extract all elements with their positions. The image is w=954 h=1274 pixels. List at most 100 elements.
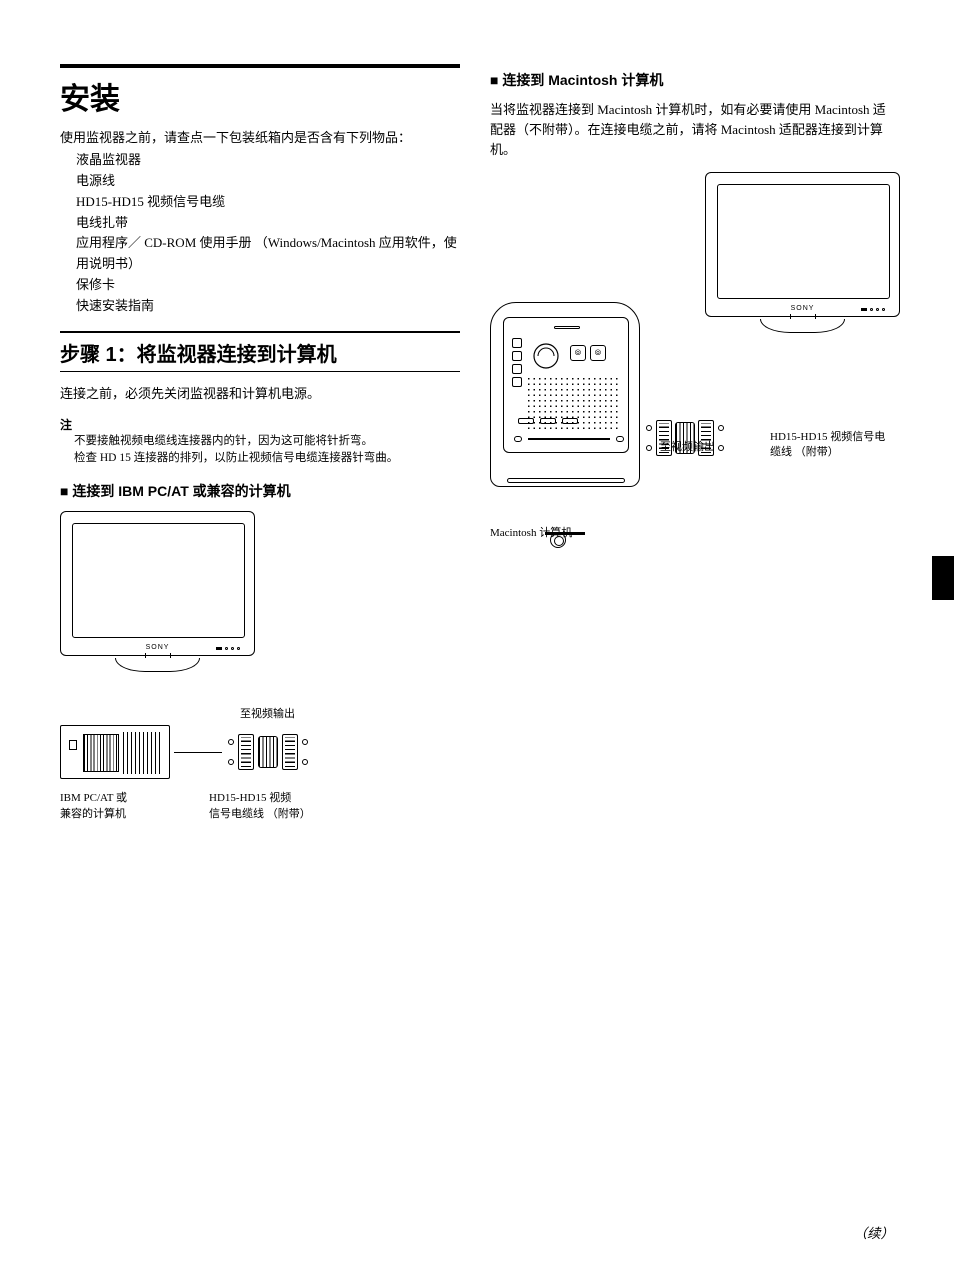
pc-label-line: IBM PC/AT 或 (60, 791, 127, 806)
pc-cable-row: 至视频输出 (60, 725, 460, 779)
monitor-illustration-right: SONY (705, 172, 900, 332)
mac-panel: ⦾ ⦾ (503, 317, 629, 453)
port-icon (512, 338, 522, 348)
cable-body-icon (258, 736, 278, 768)
screw-column (228, 739, 234, 765)
list-item: 液晶监视器 (76, 150, 460, 171)
macintosh-illustration: ⦾ ⦾ (490, 302, 640, 534)
hd15-connector-icon (238, 734, 254, 770)
list-item: 电线扎带 (76, 213, 460, 234)
step-paragraph: 连接之前，必须先关闭监视器和计算机电源。 (60, 384, 460, 404)
section-title: 安装 (60, 74, 460, 118)
apple-logo-icon (530, 340, 562, 372)
connector-right (282, 734, 310, 770)
screw-column (646, 425, 652, 451)
page-footer-continued: （续） (854, 1222, 895, 1242)
mac-cable-label-line: HD15-HD15 视频信号电 (770, 430, 885, 445)
port-icon (540, 418, 556, 424)
side-port-stack (512, 338, 522, 387)
port-row: ⦾ ⦾ (570, 344, 620, 362)
ctrl-dot-icon (882, 308, 885, 311)
ibm-legend: IBM PC/AT 或 兼容的计算机 HD15-HD15 视频 信号电缆线 （附… (60, 791, 460, 822)
cable-line (174, 752, 222, 753)
hd15-connector-icon (282, 734, 298, 770)
pc-label-line: 兼容的计算机 (60, 807, 127, 822)
output-label: 至视频输出 (240, 705, 295, 721)
ctrl-dot-icon (237, 647, 240, 650)
step-heading-wrap: 步骤 1：将监视器连接到计算机 (60, 331, 460, 372)
bottom-ports (518, 418, 578, 424)
ibm-figure: SONY 至视频输出 (60, 511, 460, 822)
port-icon (562, 418, 578, 424)
cable-label-line: 信号电缆线 （附带） (209, 807, 311, 822)
step-heading: 步骤 1：将监视器连接到计算机 (60, 338, 460, 367)
title-bar: 安装 (60, 64, 460, 118)
list-item: 电源线 (76, 171, 460, 192)
page-content: 安装 使用监视器之前，请查点一下包装纸箱内是否含有下列物品： 液晶监视器 电源线… (0, 0, 954, 872)
pc-back-illustration (60, 725, 170, 779)
vga-port-icon (69, 740, 77, 750)
vent-icon (83, 734, 119, 772)
power-led-icon (861, 308, 867, 311)
screw-column (302, 739, 308, 765)
panel-bottom-row (514, 436, 624, 442)
note-line: 检查 HD 15 连接器的排列，以防止视频信号电缆连接器针弯曲。 (74, 450, 460, 467)
cable-label-line: HD15-HD15 视频 (209, 791, 311, 806)
port-icon: ⦾ (570, 345, 586, 361)
ctrl-dot-icon (870, 308, 873, 311)
monitor-stand (115, 658, 200, 672)
mac-body: ⦾ ⦾ (490, 302, 640, 487)
mac-base (507, 478, 625, 483)
monitor-body: SONY (60, 511, 255, 656)
screw-icon (302, 739, 308, 745)
slot-icon (528, 438, 610, 440)
connector-pins (285, 737, 295, 767)
port-icon (512, 364, 522, 374)
cable-label: HD15-HD15 视频 信号电缆线 （附带） (209, 791, 311, 822)
monitor-controls (861, 308, 885, 311)
ibm-subheading: ■ 连接到 IBM PC/AT 或兼容的计算机 (60, 481, 460, 501)
mac-output-label: 至视频输出 (660, 438, 715, 454)
port-icon (518, 418, 534, 424)
jack-icon (616, 436, 624, 442)
mac-cable-label-line: 缆线 （附带） (770, 445, 885, 460)
screw-column (718, 425, 724, 451)
intro-paragraph: 使用监视器之前，请查点一下包装纸箱内是否含有下列物品： (60, 128, 460, 148)
ctrl-dot-icon (231, 647, 234, 650)
note-label: 注 (60, 416, 460, 433)
expansion-slots-icon (123, 732, 163, 774)
monitor-controls (216, 647, 240, 650)
package-list: 液晶监视器 电源线 HD15-HD15 视频信号电缆 电线扎带 应用程序／ CD… (60, 150, 460, 316)
mac-cable-label: HD15-HD15 视频信号电 缆线 （附带） (770, 430, 885, 460)
monitor-stand (760, 319, 845, 333)
screw-icon (718, 445, 724, 451)
monitor-illustration: SONY (60, 511, 255, 671)
port-icon: ⦾ (590, 345, 606, 361)
mac-figure: SONY (490, 174, 900, 544)
list-item: 快速安装指南 (76, 296, 460, 317)
port-icon (512, 351, 522, 361)
left-column: 安装 使用监视器之前，请查点一下包装纸箱内是否含有下列物品： 液晶监视器 电源线… (60, 64, 460, 832)
page-side-tab (932, 556, 954, 600)
screw-icon (228, 739, 234, 745)
ctrl-dot-icon (225, 647, 228, 650)
list-item: 应用程序／ CD-ROM 使用手册 （Windows/Macintosh 应用软… (76, 233, 460, 275)
connector-pins (241, 737, 251, 767)
monitor-screen (72, 523, 245, 638)
optical-drive-icon (554, 326, 580, 329)
note-line: 不要接触视频电缆线连接器内的针，因为这可能将针折弯。 (74, 433, 460, 450)
screw-icon (302, 759, 308, 765)
mac-subheading: ■ 连接到 Macintosh 计算机 (490, 70, 890, 90)
power-led-icon (216, 647, 222, 650)
screw-icon (718, 425, 724, 431)
screw-icon (228, 759, 234, 765)
list-item: HD15-HD15 视频信号电缆 (76, 192, 460, 213)
connector-left (226, 734, 254, 770)
monitor-screen (717, 184, 890, 299)
screw-icon (646, 425, 652, 431)
note-body: 不要接触视频电缆线连接器内的针，因为这可能将针折弯。 检查 HD 15 连接器的… (60, 433, 460, 468)
port-icon (512, 377, 522, 387)
screw-icon (646, 445, 652, 451)
mac-paragraph: 当将监视器连接到 Macintosh 计算机时，如有必要请使用 Macintos… (490, 100, 890, 160)
ctrl-dot-icon (876, 308, 879, 311)
